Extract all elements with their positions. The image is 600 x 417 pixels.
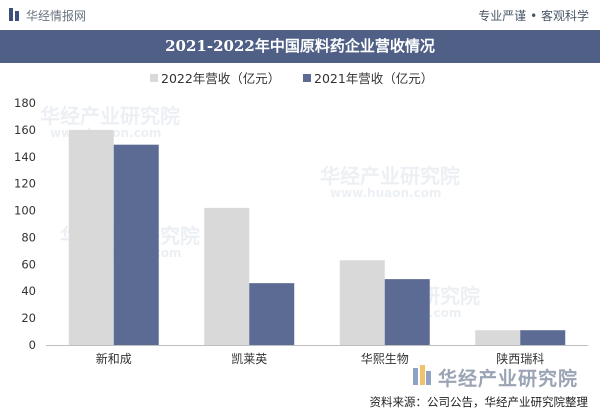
bar-2021 — [384, 279, 430, 345]
bar-2022 — [475, 330, 521, 345]
chart-title: 2021-2022年中国原料药企业营收情况 — [165, 37, 435, 55]
huajing-logo-icon — [9, 8, 19, 21]
y-tick-label: 140 — [14, 150, 36, 164]
bar-2021 — [113, 144, 159, 345]
y-tick-label: 100 — [14, 204, 36, 218]
y-tick-label: 20 — [21, 311, 36, 325]
bar-2022 — [339, 260, 385, 345]
title-bar: 2021-2022年中国原料药企业营收情况 — [0, 30, 600, 63]
legend-label-2021: 2021年营收（亿元） — [314, 71, 434, 86]
bar-2021 — [249, 283, 295, 345]
site-brand: 华经情报网 — [26, 9, 87, 23]
source-note: 资料来源：公司公告，华经产业研究院整理 — [369, 395, 589, 409]
stamp-logo-icon — [413, 365, 431, 385]
site-slogan: 专业严谨 • 客观科学 — [478, 9, 589, 23]
y-tick-label: 80 — [21, 230, 36, 244]
bar-2021 — [520, 330, 566, 345]
legend-item-2021: 2021年营收（亿元） — [303, 68, 433, 87]
y-tick-label: 40 — [21, 284, 36, 298]
legend-item-2022: 2022年营收（亿元） — [150, 68, 280, 87]
x-tick-label: 新和成 — [96, 351, 132, 366]
x-tick-label: 陕西瑞科 — [496, 351, 544, 366]
legend-label-2022: 2022年营收（亿元） — [161, 71, 281, 86]
y-tick-label: 160 — [14, 123, 36, 137]
legend-swatch-2022 — [150, 74, 158, 82]
legend-swatch-2021 — [303, 74, 311, 82]
x-tick-label: 华熙生物 — [361, 352, 409, 366]
bar-2022 — [68, 129, 114, 345]
bar-2022 — [204, 207, 250, 345]
y-tick-label: 180 — [14, 96, 36, 110]
top-bar: 华经情报网 专业严谨 • 客观科学 — [0, 0, 600, 30]
y-tick-label: 0 — [29, 338, 36, 352]
brand-stamp: 华经产业研究院 — [438, 368, 579, 390]
y-tick-label: 60 — [21, 257, 36, 271]
x-tick-label: 凯莱英 — [231, 352, 267, 366]
y-tick-label: 120 — [14, 177, 36, 191]
